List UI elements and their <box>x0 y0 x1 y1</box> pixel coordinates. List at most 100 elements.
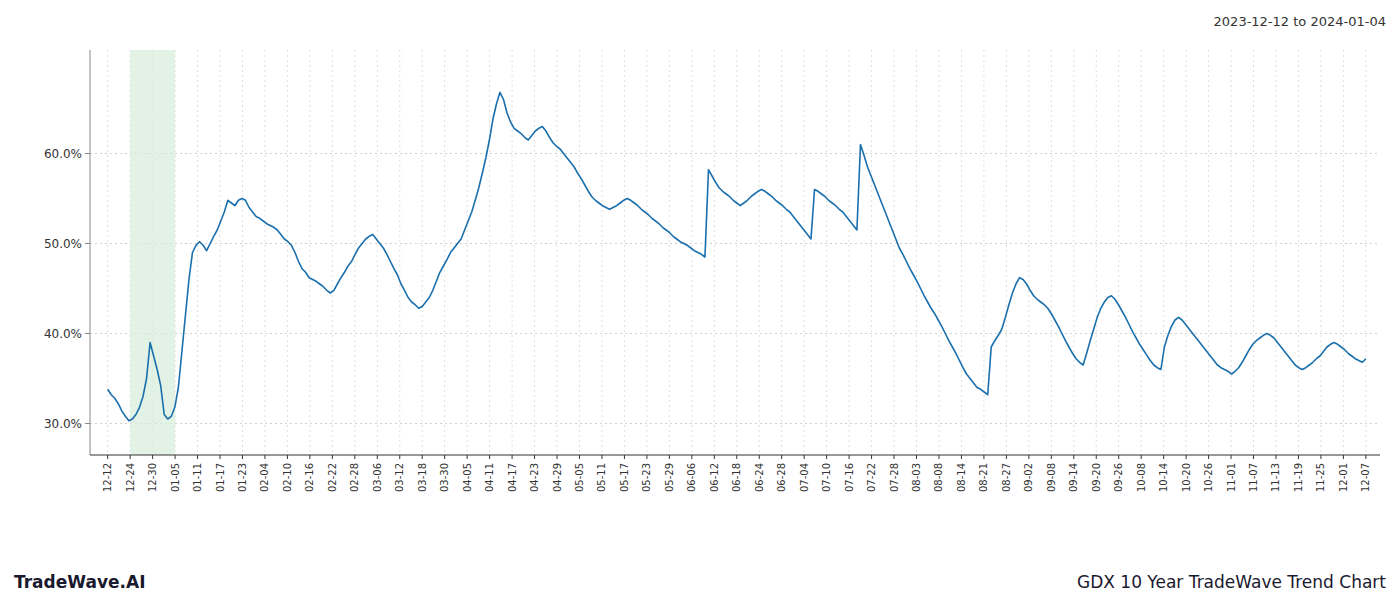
x-tick <box>1320 455 1321 459</box>
x-tick-label: 02-22 <box>327 463 338 492</box>
x-tick-label: 05-05 <box>574 463 585 492</box>
x-grid-line <box>377 50 378 455</box>
x-tick-label: 07-22 <box>866 463 877 492</box>
x-grid-line <box>916 50 917 455</box>
x-tick <box>489 455 490 459</box>
x-tick <box>1253 455 1254 459</box>
x-grid-line <box>759 50 760 455</box>
x-tick-label: 05-23 <box>641 463 652 492</box>
x-tick <box>557 455 558 459</box>
x-grid-line <box>332 50 333 455</box>
x-tick-label: 08-14 <box>956 463 967 492</box>
x-tick <box>1096 455 1097 459</box>
x-tick-label: 07-04 <box>799 463 810 492</box>
x-grid-line <box>1118 50 1119 455</box>
x-tick-label: 06-28 <box>776 463 787 492</box>
x-grid-line <box>691 50 692 455</box>
x-grid-line <box>107 50 108 455</box>
x-grid-line <box>1073 50 1074 455</box>
x-tick <box>646 455 647 459</box>
chart: 30.0%40.0%50.0%60.0%12-1212-2412-3001-05… <box>0 0 1400 600</box>
x-tick <box>377 455 378 459</box>
x-tick-label: 07-28 <box>889 463 900 492</box>
x-grid-line <box>1163 50 1164 455</box>
background <box>0 0 1400 600</box>
x-tick <box>264 455 265 459</box>
x-tick-label: 01-11 <box>192 463 203 492</box>
x-tick-label: 02-10 <box>282 463 293 492</box>
x-grid-line <box>467 50 468 455</box>
x-grid-line <box>264 50 265 455</box>
x-grid-line <box>646 50 647 455</box>
x-tick-label: 07-16 <box>844 463 855 492</box>
x-grid-line <box>736 50 737 455</box>
x-tick <box>467 455 468 459</box>
x-tick <box>1051 455 1052 459</box>
x-tick <box>197 455 198 459</box>
x-tick-label: 04-23 <box>529 463 540 492</box>
x-tick-label: 06-12 <box>709 463 720 492</box>
x-grid-line <box>309 50 310 455</box>
x-tick <box>579 455 580 459</box>
x-grid-line <box>1006 50 1007 455</box>
x-grid-line <box>894 50 895 455</box>
x-tick <box>130 455 131 459</box>
x-tick-label: 10-26 <box>1203 463 1214 492</box>
x-grid-line <box>871 50 872 455</box>
x-tick <box>444 455 445 459</box>
x-tick <box>422 455 423 459</box>
plot-area <box>108 50 1366 455</box>
x-tick <box>916 455 917 459</box>
x-tick-label: 02-04 <box>259 463 270 492</box>
x-grid-line <box>399 50 400 455</box>
x-tick-label: 04-05 <box>462 463 473 492</box>
y-tick-label: 30.0% <box>44 417 82 431</box>
title: GDX 10 Year TradeWave Trend Chart <box>1077 572 1386 592</box>
x-tick <box>624 455 625 459</box>
x-tick-label: 08-03 <box>911 463 922 492</box>
x-tick <box>871 455 872 459</box>
x-tick-label: 11-19 <box>1293 463 1304 492</box>
x-tick <box>1118 455 1119 459</box>
x-tick-label: 02-28 <box>349 463 360 492</box>
y-tick-label: 50.0% <box>44 237 82 251</box>
y-tick <box>85 333 90 334</box>
x-tick <box>1275 455 1276 459</box>
x-tick-label: 03-30 <box>439 463 450 492</box>
x-tick-label: 03-18 <box>417 463 428 492</box>
y-tick <box>85 423 90 424</box>
x-tick <box>107 455 108 459</box>
x-tick <box>287 455 288 459</box>
x-tick <box>1186 455 1187 459</box>
y-tick <box>85 153 90 154</box>
x-tick-label: 05-29 <box>664 463 675 492</box>
x-grid-line <box>1275 50 1276 455</box>
x-grid-line <box>197 50 198 455</box>
x-tick-label: 11-01 <box>1226 463 1237 492</box>
x-tick <box>332 455 333 459</box>
x-grid-line <box>422 50 423 455</box>
x-grid-line <box>1096 50 1097 455</box>
x-tick <box>894 455 895 459</box>
x-tick <box>759 455 760 459</box>
x-tick <box>534 455 535 459</box>
x-tick-label: 06-06 <box>686 463 697 492</box>
x-grid-line <box>1365 50 1366 455</box>
x-tick <box>1006 455 1007 459</box>
x-grid-line <box>512 50 513 455</box>
x-tick-label: 05-11 <box>596 463 607 492</box>
x-tick <box>938 455 939 459</box>
x-tick-label: 10-20 <box>1181 463 1192 492</box>
x-grid-line <box>849 50 850 455</box>
x-tick <box>175 455 176 459</box>
x-grid-line <box>624 50 625 455</box>
x-tick-label: 09-08 <box>1046 463 1057 492</box>
x-tick <box>354 455 355 459</box>
x-tick <box>309 455 310 459</box>
x-grid-line <box>781 50 782 455</box>
x-grid-line <box>444 50 445 455</box>
shaded-region <box>130 50 175 455</box>
x-tick-label: 12-30 <box>147 463 158 492</box>
x-tick <box>669 455 670 459</box>
x-tick <box>1343 455 1344 459</box>
